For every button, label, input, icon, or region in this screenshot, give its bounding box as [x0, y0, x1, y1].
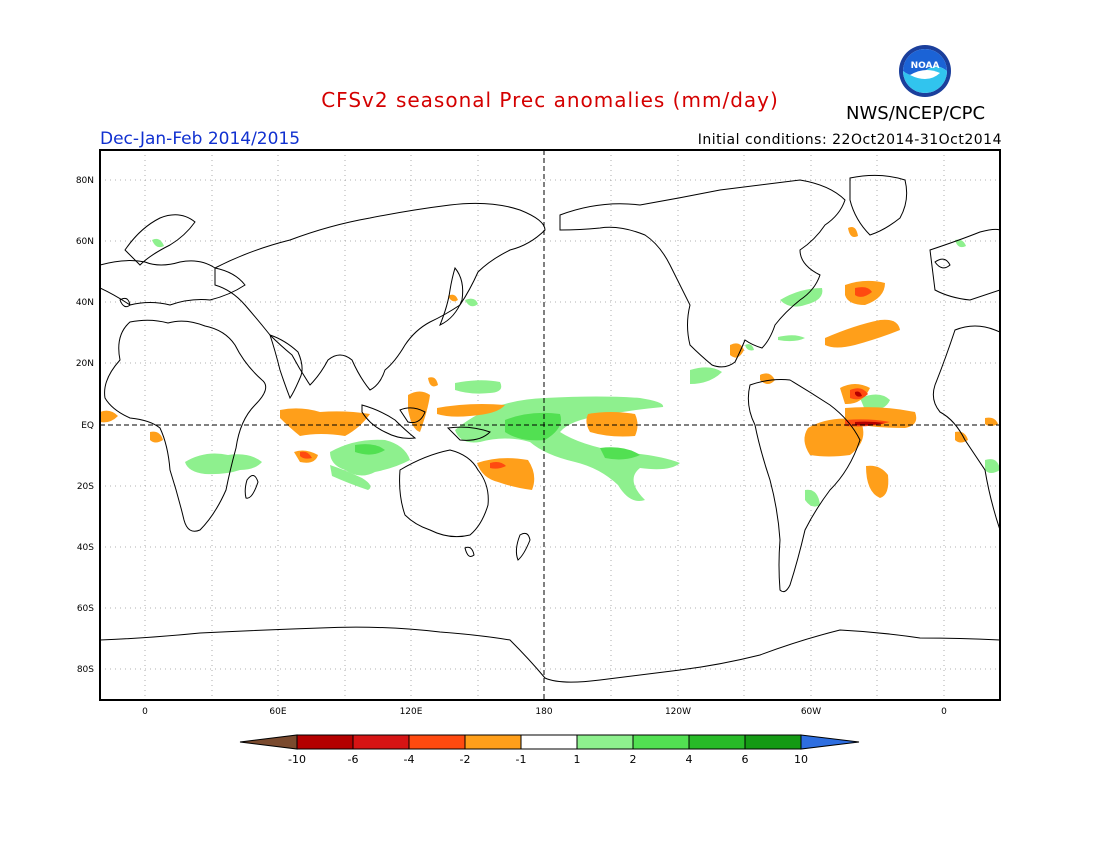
organization-label: NWS/NCEP/CPC: [846, 103, 986, 124]
lon-label: 0: [941, 707, 947, 717]
lat-label: 40S: [77, 543, 94, 553]
anomaly-wet-north-pacific-west: [455, 380, 502, 394]
colorbar-swatch: [296, 734, 354, 750]
lat-label: 20N: [76, 359, 94, 369]
anomaly-dry-philippines: [428, 377, 438, 387]
lat-label: 60S: [77, 604, 94, 614]
lat-label: 80S: [77, 665, 94, 675]
colorbar-swatch: [408, 734, 466, 750]
colorbar-swatch: [520, 734, 578, 750]
lat-label: 80N: [76, 176, 94, 186]
lon-label: 120W: [665, 707, 691, 717]
colorbar-label: -4: [404, 753, 415, 766]
lon-label: 120E: [400, 707, 423, 717]
anomaly-wet-se-us: [780, 288, 823, 307]
anomaly-wet-north-atlantic-east: [955, 239, 966, 248]
anomaly-wet-atlantic-north: [778, 335, 805, 342]
anomaly-wet-central-america: [690, 367, 722, 384]
anomaly-wet-japan: [465, 298, 478, 307]
colorbar-swatch: [632, 734, 690, 750]
season-label: Dec-Jan-Feb 2014/2015: [100, 129, 301, 149]
anomaly-dry-amazon: [804, 418, 864, 457]
coastlines: [100, 174, 1000, 683]
colorbar-label: -6: [348, 753, 359, 766]
anomaly-dry-central-america: [730, 343, 744, 358]
colorbar-swatch: [352, 734, 410, 750]
noaa-logo-icon: NOAA: [899, 45, 951, 97]
anomaly-wet-east-africa: [985, 459, 1000, 473]
anomaly-wet-indian-ocean: [330, 439, 410, 476]
lat-label: 40N: [76, 298, 94, 308]
anomaly-dry-east-atlantic: [985, 417, 998, 426]
map-title: CFSv2 seasonal Prec anomalies (mm/day): [321, 88, 779, 112]
colorbar-swatch: [576, 734, 634, 750]
initial-conditions-label: Initial conditions: 22Oct2014-31Oct2014: [697, 132, 1002, 148]
anomaly-shading: [100, 227, 1000, 507]
colorbar-label: -10: [288, 753, 306, 766]
anomaly-dry-africa-west: [100, 410, 118, 423]
anomaly-dry-africa-central: [150, 431, 163, 443]
map-frame: [99, 149, 1001, 701]
anomaly-dry-southwest-pacific: [477, 458, 535, 490]
anomaly-wet-southern-africa: [185, 453, 262, 475]
longitude-labels: 0 60E 120E 180 120W 60W 0: [142, 707, 947, 717]
anomaly-wet-atlantic-tropical: [860, 394, 890, 411]
colorbar-label: -1: [516, 753, 527, 766]
colorbar-swatch: [744, 734, 802, 750]
svg-text:NOAA: NOAA: [911, 61, 940, 71]
lon-label: 60E: [269, 707, 286, 717]
lat-label: EQ: [81, 421, 94, 431]
anomaly-wet-brazil-south: [805, 489, 820, 507]
colorbar-legend: -10 -6 -4 -2 -1 1 2 4 6 10: [239, 734, 860, 766]
colorbar-label: -2: [460, 753, 471, 766]
colorbar-label: 2: [630, 753, 637, 766]
colorbar-label: 4: [686, 753, 693, 766]
anomaly-wet-south-indian: [330, 465, 371, 490]
anomaly-dry-north-pacific-small: [448, 294, 458, 302]
colorbar-label: 6: [742, 753, 749, 766]
colorbar-arrow-high: [800, 734, 860, 750]
colorbar-swatch: [464, 734, 522, 750]
lon-label: 60W: [801, 707, 821, 717]
lat-label: 20S: [77, 482, 94, 492]
colorbar-arrow-low: [239, 734, 298, 750]
anomaly-dry-central-pacific: [586, 412, 638, 437]
anomaly-dry-indian-ocean-eq: [280, 408, 370, 436]
anomaly-wet-scandinavia: [152, 238, 164, 248]
colorbar-label: 1: [574, 753, 581, 766]
lat-label: 60N: [76, 237, 94, 247]
anomaly-wet-caribbean: [745, 344, 754, 351]
anomaly-dry-western-pacific: [437, 404, 505, 417]
lon-label: 0: [142, 707, 148, 717]
anomaly-dry-north-atlantic: [825, 319, 900, 348]
colorbar-swatch: [688, 734, 746, 750]
anomaly-dry-caribbean: [760, 373, 775, 384]
anomaly-dry-greenland: [848, 227, 858, 237]
anomaly-dry-maritime-continent: [408, 391, 430, 432]
lon-label: 180: [535, 707, 552, 717]
colorbar-label: 10: [794, 753, 808, 766]
anomaly-dry-south-atlantic: [866, 465, 889, 498]
latitude-labels: 80N 60N 40N 20N EQ 20S 40S 60S 80S: [76, 176, 94, 675]
